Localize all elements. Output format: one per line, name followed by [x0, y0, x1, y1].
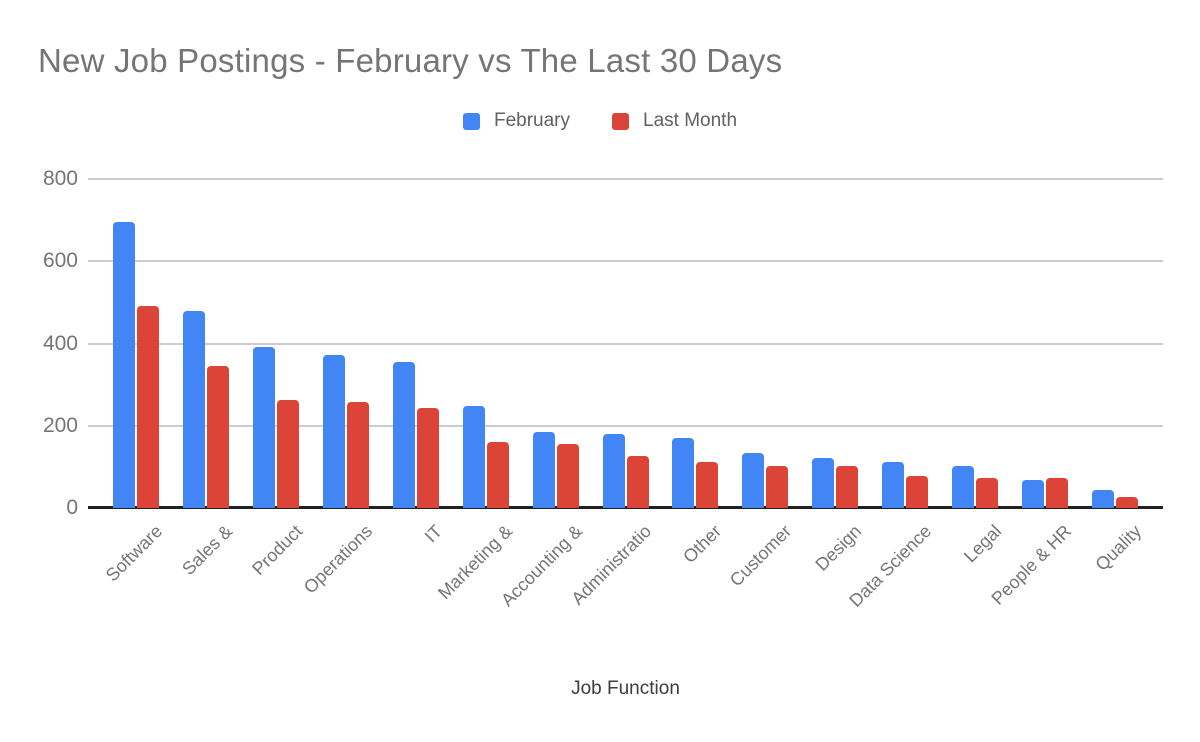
bar-february-software[interactable] — [113, 222, 135, 508]
bar-february-quality[interactable] — [1092, 490, 1114, 508]
bar-last-month-legal[interactable] — [976, 478, 999, 508]
x-tick-label-it: IT — [420, 521, 446, 547]
bar-february-marketing[interactable] — [462, 406, 485, 508]
y-tick-label-800: 800 — [42, 167, 78, 190]
legend-swatch-february-icon — [462, 112, 480, 130]
chart-title: New Job Postings - February vs The Last … — [38, 42, 783, 79]
bar-last-month-sales[interactable] — [206, 366, 229, 508]
x-tick-label-operations: Operations — [299, 521, 376, 598]
bar-last-month-operations[interactable] — [346, 402, 369, 508]
legend-swatch-last-month-icon — [612, 112, 630, 130]
bar-last-month-design[interactable] — [836, 466, 859, 508]
bar-last-month-customer[interactable] — [766, 466, 789, 508]
x-tick-label-legal: Legal — [960, 521, 1006, 567]
bar-last-month-people-hr[interactable] — [1046, 478, 1069, 508]
bar-february-it[interactable] — [392, 362, 415, 508]
bar-february-accounting[interactable] — [532, 432, 555, 508]
bar-last-month-other[interactable] — [696, 462, 719, 508]
bar-february-design[interactable] — [812, 458, 835, 508]
bar-last-month-administratio[interactable] — [626, 456, 649, 508]
bar-last-month-accounting[interactable] — [556, 444, 579, 508]
bar-february-administratio[interactable] — [602, 434, 625, 508]
bar-last-month-marketing[interactable] — [486, 442, 509, 508]
x-tick-label-customer: Customer — [726, 521, 796, 591]
y-tick-label-0: 0 — [66, 496, 78, 519]
x-tick-label-sales: Sales & — [178, 521, 237, 580]
legend-label-february: February — [493, 110, 571, 131]
bar-february-product[interactable] — [252, 347, 275, 508]
gridline-400 — [88, 343, 1163, 345]
x-axis-title: Job Function — [571, 678, 680, 699]
x-tick-label-quality: Quality — [1091, 521, 1146, 575]
bar-february-legal[interactable] — [952, 466, 975, 508]
x-tick-label-software: Software — [101, 521, 167, 586]
gridline-800 — [88, 178, 1163, 180]
bar-february-people-hr[interactable] — [1022, 480, 1045, 508]
bar-february-sales[interactable] — [182, 311, 205, 508]
gridline-600 — [88, 260, 1163, 262]
x-axis-line — [88, 506, 1163, 509]
bar-last-month-quality[interactable] — [1116, 497, 1138, 508]
y-tick-label-400: 400 — [42, 332, 78, 355]
bar-last-month-it[interactable] — [416, 408, 439, 508]
gridline-200 — [88, 425, 1163, 427]
x-tick-label-other: Other — [679, 521, 726, 567]
legend-label-last-month: Last Month — [643, 110, 738, 131]
x-tick-label-product: Product — [248, 521, 307, 580]
y-tick-label-200: 200 — [42, 414, 78, 437]
bar-february-operations[interactable] — [322, 355, 345, 508]
bar-february-other[interactable] — [672, 438, 695, 508]
legend-item-last-month[interactable]: Last Month — [612, 110, 737, 132]
bar-last-month-data-science[interactable] — [906, 476, 929, 508]
y-tick-label-600: 600 — [42, 249, 78, 272]
x-tick-label-design: Design — [811, 521, 866, 575]
bar-last-month-software[interactable] — [137, 306, 159, 508]
legend-item-february[interactable]: February — [462, 110, 571, 132]
bar-last-month-product[interactable] — [276, 400, 299, 508]
bar-february-customer[interactable] — [742, 453, 765, 508]
bar-february-data-science[interactable] — [882, 462, 905, 508]
legend: February Last Month — [0, 110, 1200, 132]
